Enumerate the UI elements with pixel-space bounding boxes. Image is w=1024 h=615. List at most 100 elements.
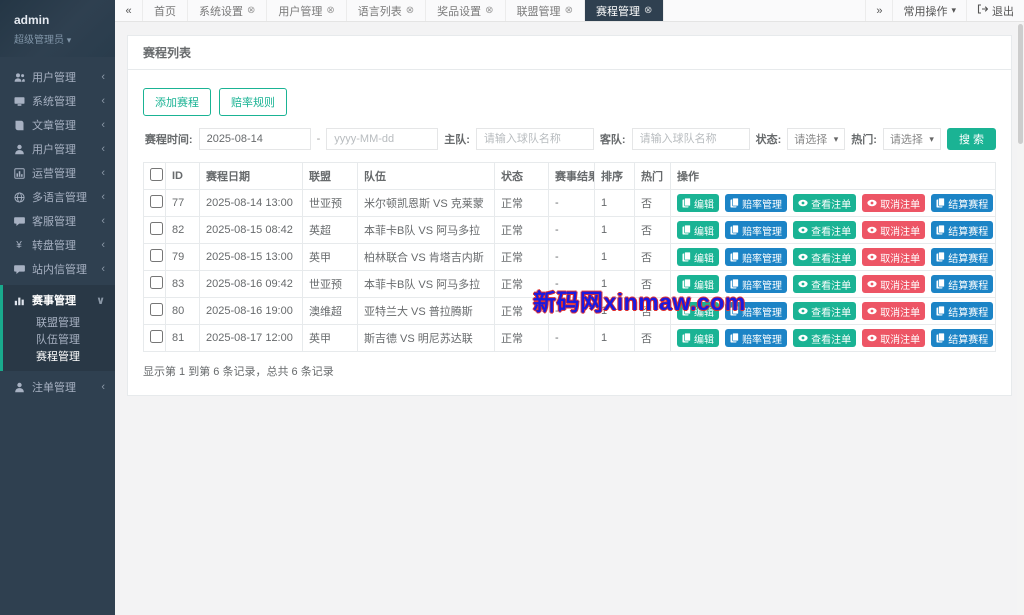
view-bets-button[interactable]: 查看注单 [793,302,857,320]
sidebar-item-operations-mgmt[interactable]: 运营管理 ‹ [0,161,115,185]
date-from-input[interactable] [198,128,311,150]
tab-prize-settings[interactable]: 奖品设置 ⊗ [426,0,506,21]
edit-button[interactable]: 编辑 [677,302,719,320]
view-bets-button[interactable]: 查看注单 [793,329,857,347]
sidebar-subitem-schedule-mgmt[interactable]: 赛程管理 [36,351,80,363]
view-bets-button[interactable]: 查看注单 [793,248,857,266]
row-checkbox[interactable] [150,249,163,262]
hot-select[interactable]: 请选择 ▾ [882,128,941,150]
sidebar-item-site-message-mgmt[interactable]: 站内信管理 ‹ [0,257,115,281]
edit-button[interactable]: 编辑 [677,275,719,293]
cancel-bets-button[interactable]: 取消注单 [862,248,926,266]
cancel-bets-button[interactable]: 取消注单 [862,329,926,347]
settle-schedule-button[interactable]: 结算赛程 [931,194,994,212]
sidebar-item-label: 系统管理 [32,96,76,108]
cell-result: - [548,270,595,298]
row-checkbox[interactable] [150,330,163,343]
scroll-tabs-right-icon[interactable]: » [865,0,892,21]
edit-button[interactable]: 编辑 [677,221,719,239]
row-checkbox[interactable] [150,303,163,316]
tab-schedule-mgmt[interactable]: 赛程管理 ⊗ [584,0,665,21]
cancel-bets-button[interactable]: 取消注单 [862,302,926,320]
eye-icon [867,307,877,315]
odds-manage-button[interactable]: 赔率管理 [725,329,788,347]
cell-result: - [548,297,595,325]
settle-schedule-button[interactable]: 结算赛程 [931,302,994,320]
sidebar-item-bet-mgmt[interactable]: 注单管理 ‹ [0,375,115,399]
username: admin [14,13,50,27]
add-schedule-button[interactable]: 添加赛程 [143,88,211,116]
tab-close-icon[interactable]: ⊗ [643,5,653,16]
cancel-bets-button[interactable]: 取消注单 [862,221,926,239]
view-bets-button[interactable]: 查看注单 [793,275,857,293]
tab-language-list[interactable]: 语言列表 ⊗ [346,0,427,21]
sidebar-item-language-mgmt[interactable]: 多语言管理 ‹ [0,185,115,209]
home-team-input[interactable] [475,128,594,150]
tab-league-mgmt[interactable]: 联盟管理 ⊗ [505,0,585,21]
logout-button[interactable]: 退出 [966,0,1024,21]
settle-schedule-button[interactable]: 结算赛程 [931,248,994,266]
search-button[interactable]: 搜 索 [946,128,996,150]
edit-button[interactable]: 编辑 [677,248,719,266]
row-checkbox[interactable] [150,195,163,208]
tab-label: 系统设置 [199,5,243,18]
tab-home[interactable]: 首页 [143,0,188,21]
role-dropdown[interactable]: 超级管理员 ▾ [14,31,101,46]
sidebar-item-user-mgmt[interactable]: 用户管理 ‹ [0,65,115,89]
clipboard-icon [682,333,691,343]
tab-close-icon[interactable]: ⊗ [326,5,335,16]
table-row: 82 2025-08-15 08:42 英超 本菲卡B队 VS 阿马多拉 正常 … [143,216,996,244]
settle-schedule-button-label: 结算赛程 [948,226,989,238]
tab-close-icon[interactable]: ⊗ [485,5,494,16]
edit-button[interactable]: 编辑 [677,194,719,212]
tab-user-mgmt[interactable]: 用户管理 ⊗ [267,0,347,21]
settle-schedule-button[interactable]: 结算赛程 [931,275,994,293]
sidebar-subitem-league-mgmt[interactable]: 联盟管理 [36,317,80,329]
odds-manage-button[interactable]: 赔率管理 [725,194,788,212]
sidebar-item-wheel-mgmt[interactable]: ¥ 转盘管理 ‹ [0,233,115,257]
edit-button[interactable]: 编辑 [677,329,719,347]
tabbar-right-controls: » 常用操作 ▾ 退出 [865,0,1024,21]
sidebar-item-label: 转盘管理 [32,240,76,252]
view-bets-button[interactable]: 查看注单 [793,194,857,212]
settle-schedule-button-label: 结算赛程 [948,334,989,346]
tab-system-settings[interactable]: 系统设置 ⊗ [188,0,268,21]
tab-close-icon[interactable]: ⊗ [405,5,415,16]
clipboard-icon [682,252,691,262]
cell-status: 正常 [494,243,549,271]
tab-close-icon[interactable]: ⊗ [564,5,573,16]
scroll-tabs-left-icon[interactable]: « [115,0,143,21]
cell-status: 正常 [494,216,549,244]
scrollbar-thumb[interactable] [1018,24,1023,144]
tab-close-icon[interactable]: ⊗ [247,5,256,16]
cancel-bets-button[interactable]: 取消注单 [862,194,926,212]
sidebar-item-user-mgmt-2[interactable]: 用户管理 ‹ [0,137,115,161]
odds-manage-button[interactable]: 赔率管理 [725,275,788,293]
sidebar-item-label: 多语言管理 [32,192,87,204]
view-bets-button-label: 查看注单 [811,199,852,211]
common-actions-dropdown[interactable]: 常用操作 ▾ [892,0,966,21]
odds-rules-button[interactable]: 赔率规则 [219,88,287,116]
sidebar-item-match-mgmt[interactable]: 赛事管理 ∨ [3,288,115,312]
sidebar-subitem-team-mgmt[interactable]: 队伍管理 [36,334,80,346]
sidebar-item-support-mgmt[interactable]: 客服管理 ‹ [0,209,115,233]
scrollbar-track[interactable] [1017,22,1024,615]
odds-manage-button[interactable]: 赔率管理 [725,221,788,239]
away-team-input[interactable] [631,128,750,150]
row-checkbox[interactable] [150,276,163,289]
date-to-input[interactable] [326,128,439,150]
view-bets-button[interactable]: 查看注单 [793,221,857,239]
sidebar-item-article-mgmt[interactable]: 文章管理 ‹ [0,113,115,137]
settle-schedule-button[interactable]: 结算赛程 [931,221,994,239]
row-checkbox[interactable] [150,222,163,235]
odds-manage-button[interactable]: 赔率管理 [725,248,788,266]
cell-teams: 米尔顿凯恩斯 VS 克莱蒙 [357,189,495,217]
select-all-checkbox[interactable] [150,168,163,181]
schedule-table: ID 赛程日期 联盟 队伍 状态 赛事结果 排序 热门 操作 [143,162,996,352]
settle-schedule-button[interactable]: 结算赛程 [931,329,994,347]
odds-manage-button[interactable]: 赔率管理 [725,302,788,320]
status-select[interactable]: 请选择 ▾ [787,128,846,150]
edit-button-label: 编辑 [694,280,714,292]
sidebar-item-system-mgmt[interactable]: 系统管理 ‹ [0,89,115,113]
cancel-bets-button[interactable]: 取消注单 [862,275,926,293]
